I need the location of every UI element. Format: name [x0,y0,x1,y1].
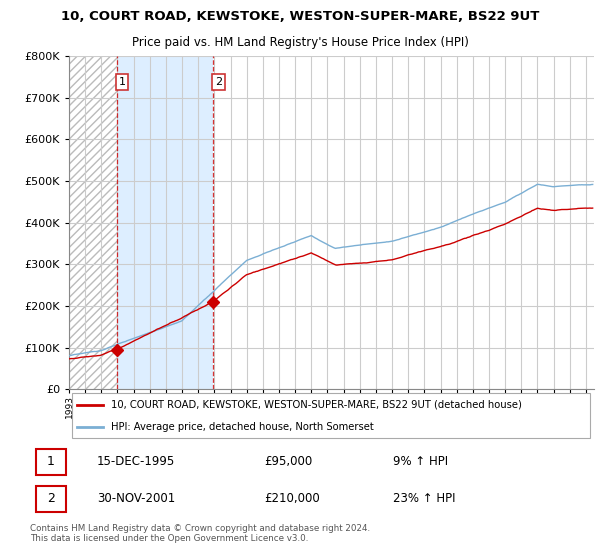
Text: 15-DEC-1995: 15-DEC-1995 [97,455,175,468]
FancyBboxPatch shape [71,394,590,438]
Text: 2: 2 [47,492,55,505]
Text: 2: 2 [215,77,222,87]
Text: Price paid vs. HM Land Registry's House Price Index (HPI): Price paid vs. HM Land Registry's House … [131,36,469,49]
Text: HPI: Average price, detached house, North Somerset: HPI: Average price, detached house, Nort… [111,422,374,432]
Text: 1: 1 [47,455,55,468]
Text: £210,000: £210,000 [265,492,320,505]
Bar [69,56,117,389]
Text: 1: 1 [118,77,125,87]
FancyBboxPatch shape [35,486,66,512]
FancyBboxPatch shape [35,449,66,475]
Text: Contains HM Land Registry data © Crown copyright and database right 2024.
This d: Contains HM Land Registry data © Crown c… [30,524,370,543]
Text: 9% ↑ HPI: 9% ↑ HPI [392,455,448,468]
Text: 10, COURT ROAD, KEWSTOKE, WESTON-SUPER-MARE, BS22 9UT (detached house): 10, COURT ROAD, KEWSTOKE, WESTON-SUPER-M… [111,400,522,410]
Bar [117,56,213,389]
Text: 10, COURT ROAD, KEWSTOKE, WESTON-SUPER-MARE, BS22 9UT: 10, COURT ROAD, KEWSTOKE, WESTON-SUPER-M… [61,10,539,22]
Text: 30-NOV-2001: 30-NOV-2001 [97,492,175,505]
Text: 23% ↑ HPI: 23% ↑ HPI [392,492,455,505]
Text: £95,000: £95,000 [265,455,313,468]
